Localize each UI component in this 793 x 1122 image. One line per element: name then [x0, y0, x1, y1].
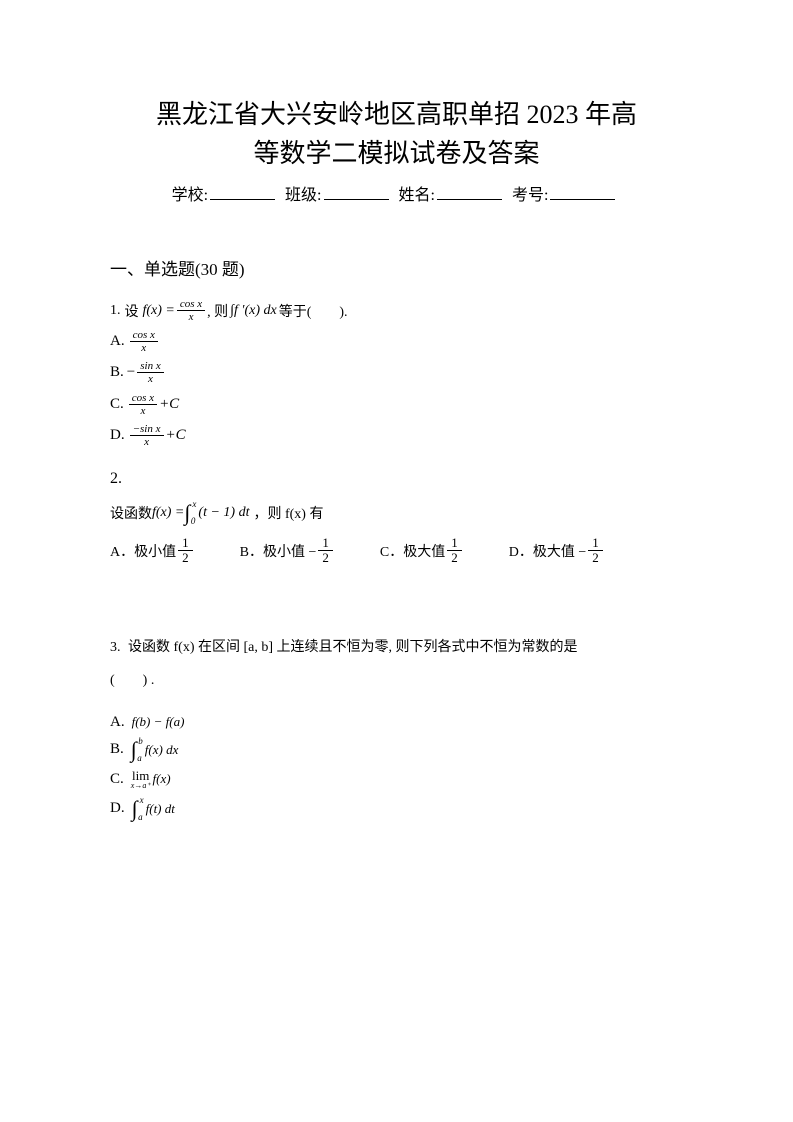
q3-option-d[interactable]: D. ∫xa f(t) dt	[110, 796, 683, 822]
q1-b-frac: sin x x	[137, 360, 163, 385]
q1-number: 1.	[110, 303, 121, 319]
q1-integral: ∫f ′(x) dx	[230, 303, 277, 319]
q2-integral: ∫x0	[184, 500, 190, 526]
name-blank[interactable]	[437, 184, 502, 200]
school-label: 学校:	[172, 187, 208, 204]
number-blank[interactable]	[550, 184, 615, 200]
q1-mid: , 则	[207, 301, 228, 321]
q3-c-lim: lim x→a⁺	[131, 769, 151, 790]
q3-option-b[interactable]: B. ∫ba f(x) dx	[110, 737, 683, 763]
q2-func: f(x) =	[152, 505, 184, 521]
q2-option-c[interactable]: C． 极大值 12	[380, 536, 464, 566]
q1-option-a[interactable]: A. cos x x	[110, 329, 683, 354]
section-heading: 一、单选题(30 题)	[110, 255, 683, 280]
q1-prefix: 设	[125, 301, 139, 321]
q1-suffix: 等于( ).	[279, 301, 348, 321]
q3-text: 设函数 f(x) 在区间 [a, b] 上连续且不恒为零, 则下列各式中不恒为常…	[128, 640, 578, 655]
q2-option-d[interactable]: D． 极大值 − 12	[509, 536, 605, 566]
q1-d-frac: −sin x x	[130, 423, 164, 448]
class-label: 班级:	[285, 187, 321, 204]
title-line1: 黑龙江省大兴安岭地区高职单招 2023 年高	[110, 95, 683, 134]
q1-option-c[interactable]: C. cos x x +C	[110, 392, 683, 417]
school-blank[interactable]	[210, 184, 275, 200]
name-label: 姓名:	[399, 187, 435, 204]
student-info: 学校: 班级: 姓名: 考号:	[110, 181, 683, 205]
q1-func: f(x) =	[143, 303, 175, 319]
q3-b-integral: ∫ba	[131, 737, 137, 763]
class-blank[interactable]	[324, 184, 389, 200]
q3-number: 3.	[110, 640, 121, 655]
exam-title: 黑龙江省大兴安岭地区高职单招 2023 年高 等数学二模拟试卷及答案	[110, 95, 683, 173]
q1-option-d[interactable]: D. −sin x x +C	[110, 423, 683, 448]
q3-paren: ( ) .	[110, 673, 154, 688]
q2-prefix: 设函数	[110, 503, 152, 523]
number-label: 考号:	[512, 187, 548, 204]
q1-option-b[interactable]: B. − sin x x	[110, 360, 683, 385]
q1-a-frac: cos x x	[130, 329, 158, 354]
q2-integrand: (t − 1) dt	[198, 505, 249, 521]
question-3: 3. 设函数 f(x) 在区间 [a, b] 上连续且不恒为零, 则下列各式中不…	[110, 631, 683, 822]
title-line2: 等数学二模拟试卷及答案	[110, 134, 683, 173]
q3-d-integral: ∫xa	[132, 796, 138, 822]
q3-option-a[interactable]: A. f(b) − f(a)	[110, 714, 683, 731]
q1-c-frac: cos x x	[129, 392, 157, 417]
q3-option-c[interactable]: C. lim x→a⁺ f(x)	[110, 769, 683, 790]
question-1: 1. 设 f(x) = cos x x , 则 ∫f ′(x) dx 等于( )…	[110, 298, 683, 448]
question-2: 2. 设函数 f(x) = ∫x0 (t − 1) dt ，则 f(x) 有 A…	[110, 470, 683, 566]
q1-frac: cos x x	[177, 298, 205, 323]
q2-option-a[interactable]: A． 极小值 12	[110, 536, 195, 566]
q2-option-b[interactable]: B． 极小值 − 12	[240, 536, 335, 566]
q2-suffix: ，则 f(x) 有	[253, 503, 323, 523]
q2-number: 2.	[110, 470, 683, 488]
